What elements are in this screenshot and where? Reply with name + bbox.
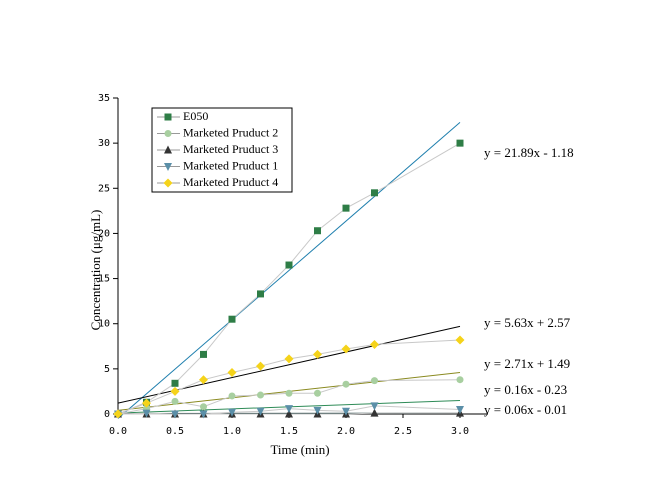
marker (284, 354, 294, 364)
legend-marker (164, 130, 172, 137)
marker (285, 409, 293, 418)
y-tick-label: 30 (98, 138, 110, 149)
y-tick-label: 10 (98, 319, 110, 330)
marker (228, 315, 236, 323)
marker (171, 379, 179, 387)
marker (456, 376, 464, 384)
trendline-equation: y = 0.16x - 0.23 (484, 382, 567, 397)
marker (313, 406, 322, 415)
x-tick-label: 2.0 (337, 426, 355, 437)
marker (455, 335, 465, 345)
trendline-equation: y = 5.63x + 2.57 (484, 315, 571, 330)
legend-marker (164, 163, 172, 171)
marker (342, 380, 350, 388)
marker (256, 407, 265, 416)
marker (113, 409, 123, 419)
y-tick-label: 15 (98, 274, 110, 285)
marker (199, 375, 208, 385)
y-tick-label: 20 (98, 228, 110, 239)
x-tick-label: 0.0 (109, 426, 127, 437)
marker (199, 410, 208, 419)
x-axis-label: Time (min) (270, 442, 329, 457)
legend-marker (164, 145, 172, 154)
y-tick-label: 25 (98, 183, 110, 194)
marker (342, 407, 350, 416)
legend-marker (164, 113, 172, 121)
marker (228, 392, 236, 400)
marker (200, 350, 207, 358)
marker (200, 403, 207, 411)
trendline-equation: y = 2.71x + 1.49 (484, 356, 570, 371)
marker (171, 397, 179, 405)
legend-marker (163, 178, 173, 188)
trendline-equation: y = 0.06x - 0.01 (484, 402, 567, 417)
legend-label: Marketed Pruduct 1 (183, 158, 278, 172)
marker (256, 361, 265, 371)
marker (371, 377, 378, 385)
marker (456, 139, 464, 147)
legend-label: Marketed Pruduct 2 (183, 125, 278, 139)
legend-label: E050 (183, 109, 208, 123)
marker (285, 261, 293, 269)
marker (142, 409, 151, 418)
marker (313, 349, 322, 359)
marker (456, 405, 464, 414)
x-tick-label: 3.0 (451, 426, 469, 437)
x-tick-label: 2.5 (394, 426, 412, 437)
legend-label: Marketed Pruduct 4 (183, 175, 278, 189)
marker (227, 367, 237, 377)
marker (314, 227, 321, 235)
x-tick-label: 1.5 (280, 426, 298, 437)
marker (257, 290, 264, 298)
marker (285, 405, 293, 414)
marker (170, 386, 180, 396)
x-tick-label: 0.5 (166, 426, 184, 437)
y-tick-label: 35 (98, 93, 110, 104)
y-tick-label: 5 (104, 364, 110, 375)
y-axis-label: Concentration (μg/mL) (88, 210, 103, 331)
marker (371, 189, 378, 197)
marker (257, 391, 264, 399)
legend-label: Marketed Pruduct 3 (183, 142, 278, 156)
marker (370, 402, 379, 411)
marker (142, 398, 151, 408)
marker (171, 410, 179, 419)
marker (370, 339, 379, 349)
y-tick-label: 0 (104, 409, 110, 420)
marker (370, 408, 379, 417)
x-tick-label: 1.0 (223, 426, 241, 437)
marker (314, 389, 321, 397)
marker (341, 344, 351, 354)
trendline-equation: y = 21.89x - 1.18 (484, 145, 574, 160)
marker (342, 204, 350, 212)
trendline (117, 121, 461, 419)
marker (285, 389, 293, 397)
marker (228, 408, 236, 417)
